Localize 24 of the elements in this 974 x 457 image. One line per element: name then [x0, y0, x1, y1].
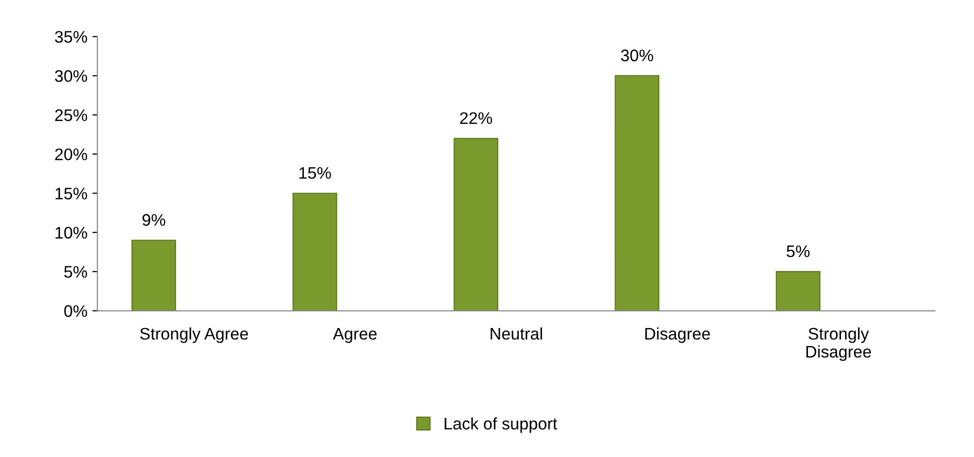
bar — [292, 192, 338, 311]
data-label: 22% — [460, 112, 492, 124]
x-tick-label: Strongly Disagree — [806, 327, 871, 361]
x-tick-label: Strongly Agree — [140, 327, 248, 343]
data-label: 9% — [142, 214, 166, 226]
y-tick-label: 20% — [55, 148, 88, 160]
bar — [131, 240, 176, 311]
y-tick-label: 30% — [54, 70, 88, 82]
y-tick-label: 35% — [54, 30, 88, 43]
y-tick-label: 25% — [55, 109, 88, 122]
x-tick-label: Agree — [332, 328, 377, 343]
y-tick-label: 15% — [56, 188, 88, 200]
y-tick-label: 0% — [64, 305, 88, 317]
bar — [454, 138, 498, 311]
bar — [776, 271, 820, 311]
bar — [614, 75, 660, 311]
y-tick-label: 10% — [56, 226, 88, 239]
data-label: 30% — [620, 50, 654, 62]
x-tick-label: Disagree — [645, 327, 710, 343]
x-tick-label: Neutral — [490, 327, 542, 340]
data-label: 15% — [299, 167, 331, 179]
y-tick-label: 5% — [64, 266, 88, 278]
legend-label: Lack of support — [444, 417, 558, 433]
data-label: 5% — [786, 245, 810, 258]
